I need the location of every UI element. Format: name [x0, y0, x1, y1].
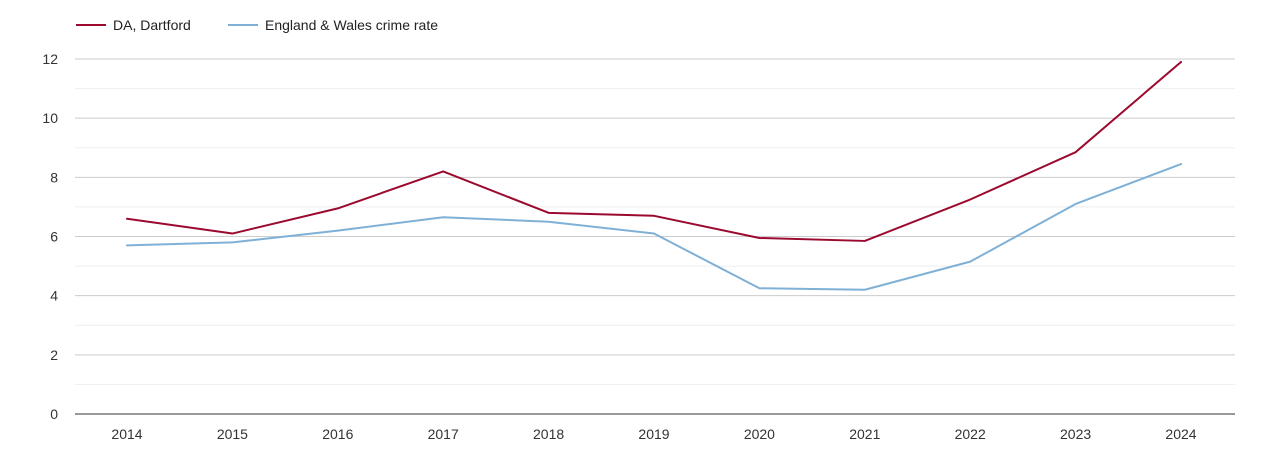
legend-label-england-wales: England & Wales crime rate — [265, 17, 438, 33]
x-tick-label: 2015 — [217, 426, 248, 442]
series-line-0 — [126, 60, 1182, 242]
legend-label-dartford: DA, Dartford — [113, 17, 191, 33]
x-tick-label: 2019 — [638, 426, 669, 442]
legend: DA, Dartford England & Wales crime rate — [76, 17, 438, 33]
x-tick-label: 2022 — [955, 426, 986, 442]
x-tick-label: 2021 — [849, 426, 880, 442]
x-tick-label: 2024 — [1165, 426, 1196, 442]
x-tick-label: 2016 — [322, 426, 353, 442]
y-tick-label: 8 — [50, 169, 58, 185]
y-tick-label: 2 — [50, 347, 58, 363]
y-tick-label: 6 — [50, 229, 58, 245]
y-tick-label: 0 — [50, 406, 58, 422]
series-line-1 — [126, 163, 1182, 291]
y-tick-label: 12 — [42, 51, 58, 67]
y-tick-label: 4 — [50, 288, 58, 304]
x-tick-label: 2018 — [533, 426, 564, 442]
axes: 0 2 4 6 8 10 12 2014 2015 2016 2017 2018 2019 2020 202… — [42, 51, 1235, 442]
grid — [75, 58, 1235, 385]
y-tick-label: 10 — [42, 110, 58, 126]
x-tick-label: 2017 — [428, 426, 459, 442]
x-tick-label: 2023 — [1060, 426, 1091, 442]
x-tick-label: 2014 — [111, 426, 142, 442]
x-tick-label: 2020 — [744, 426, 775, 442]
series-group — [126, 60, 1182, 291]
